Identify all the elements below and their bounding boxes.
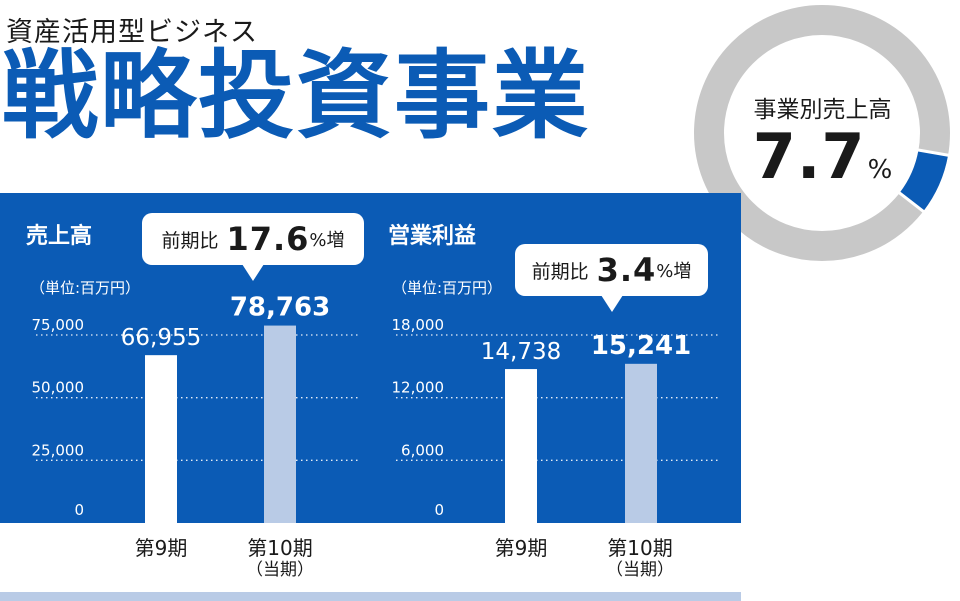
y-tick-label: 18,000 bbox=[392, 316, 445, 334]
category-label-text: 第9期 bbox=[134, 536, 188, 560]
data-label: 66,955 bbox=[121, 325, 201, 351]
charts-panel: 売上高 （単位:百万円） 0 25,000 50,000 75,000 66,955 78,7… bbox=[0, 193, 741, 523]
category-sublabel: （当期） bbox=[606, 560, 674, 580]
growth-callout-sales: 前期比 17.6 %増 bbox=[142, 213, 364, 281]
category-label-text: 第10期 bbox=[607, 536, 673, 560]
subtitle: 資産活用型ビジネス bbox=[6, 17, 258, 48]
category-label-current-profit: 第10期 （当期） bbox=[580, 537, 700, 581]
y-tick-label: 75,000 bbox=[32, 316, 85, 334]
bar-current bbox=[264, 325, 296, 523]
y-tick-label: 50,000 bbox=[32, 379, 85, 397]
chart-title: 営業利益 bbox=[388, 223, 476, 249]
segment-share-donut: 事業別売上高 7.7% bbox=[685, 0, 960, 270]
category-label-current-sales: 第10期 （当期） bbox=[220, 537, 340, 581]
donut-value-unit: % bbox=[867, 155, 893, 185]
donut-ring bbox=[694, 5, 950, 261]
bar-chart-2: 営業利益 （単位:百万円） 0 6,000 12,000 18,000 14,738 15,2… bbox=[388, 223, 718, 523]
bar-charts: 売上高 （単位:百万円） 0 25,000 50,000 75,000 66,955 78,7… bbox=[26, 223, 718, 523]
donut-rest-arc bbox=[694, 5, 950, 261]
callout-suffix: %増 bbox=[309, 230, 345, 251]
callout-label: 前期比 bbox=[161, 229, 219, 252]
chart-title: 売上高 bbox=[26, 223, 92, 249]
y-tick-label: 6,000 bbox=[401, 441, 444, 459]
data-label: 78,763 bbox=[230, 293, 330, 323]
chart-unit-label: （単位:百万円） bbox=[392, 279, 502, 297]
bar-prior bbox=[505, 369, 537, 523]
category-label-prior-sales: 第9期 bbox=[101, 537, 221, 559]
category-label-text: 第9期 bbox=[494, 536, 548, 560]
y-tick-label: 12,000 bbox=[392, 379, 445, 397]
data-label: 15,241 bbox=[591, 331, 691, 361]
bar-prior bbox=[145, 355, 177, 523]
data-label: 14,738 bbox=[481, 339, 561, 365]
donut-value-number: 7.7 bbox=[752, 120, 866, 193]
callout-label: 前期比 bbox=[531, 260, 589, 283]
bottom-rule bbox=[0, 592, 741, 601]
donut-separator bbox=[917, 148, 950, 157]
callout-percent: 17.6 bbox=[226, 220, 310, 258]
page-title: 戦略投資事業 bbox=[2, 40, 590, 152]
bar-current bbox=[625, 363, 657, 523]
donut-label: 事業別売上高 bbox=[753, 97, 892, 123]
donut-separator bbox=[897, 191, 925, 214]
donut-value: 7.7% bbox=[685, 120, 960, 193]
growth-callout-profit: 前期比 3.4 %増 bbox=[515, 244, 708, 312]
category-label-prior-profit: 第9期 bbox=[461, 537, 581, 559]
y-tick-label: 0 bbox=[434, 501, 444, 519]
y-tick-label: 25,000 bbox=[32, 441, 85, 459]
chart-unit-label: （単位:百万円） bbox=[30, 279, 140, 297]
y-tick-label: 0 bbox=[74, 501, 84, 519]
callout-suffix: %増 bbox=[656, 261, 692, 282]
category-label-text: 第10期 bbox=[247, 536, 313, 560]
bar-chart-1: 売上高 （単位:百万円） 0 25,000 50,000 75,000 66,955 78,7… bbox=[26, 223, 360, 523]
callout-percent: 3.4 bbox=[596, 251, 657, 289]
category-sublabel: （当期） bbox=[246, 560, 314, 580]
